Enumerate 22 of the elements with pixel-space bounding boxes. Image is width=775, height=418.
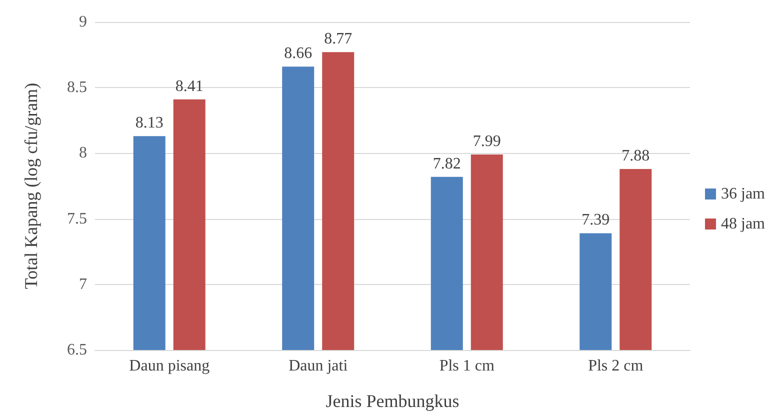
- y-tick-label: 8: [79, 144, 87, 162]
- data-label: 7.82: [432, 155, 461, 172]
- data-label: 8.66: [284, 45, 312, 62]
- y-tick-label: 9: [79, 14, 87, 30]
- y-tick-label: 6.5: [67, 342, 87, 358]
- legend-label: 36 jam: [721, 186, 766, 202]
- x-tick-label: Daun jati: [288, 358, 348, 374]
- data-label: 7.99: [472, 133, 501, 150]
- x-tick-label: Pls 1 cm: [439, 358, 495, 374]
- y-tick-label: 7: [79, 276, 87, 293]
- x-tick-label: Daun pisang: [129, 358, 210, 374]
- data-label: 8.13: [135, 114, 164, 132]
- x-axis-title: Jenis Pembungkus: [326, 391, 460, 411]
- y-tick-label: 8.5: [67, 79, 87, 96]
- data-label: 7.88: [622, 147, 650, 164]
- legend-label: 48 jam: [721, 216, 766, 232]
- data-label: 7.39: [582, 212, 610, 229]
- x-tick-label: Pls 2 cm: [588, 358, 644, 374]
- data-label: 8.41: [175, 78, 204, 95]
- y-tick-label: 7.5: [67, 210, 87, 228]
- data-label: 8.77: [324, 30, 352, 48]
- y-axis-title: Total Kapang (log cfu/gram): [21, 82, 41, 290]
